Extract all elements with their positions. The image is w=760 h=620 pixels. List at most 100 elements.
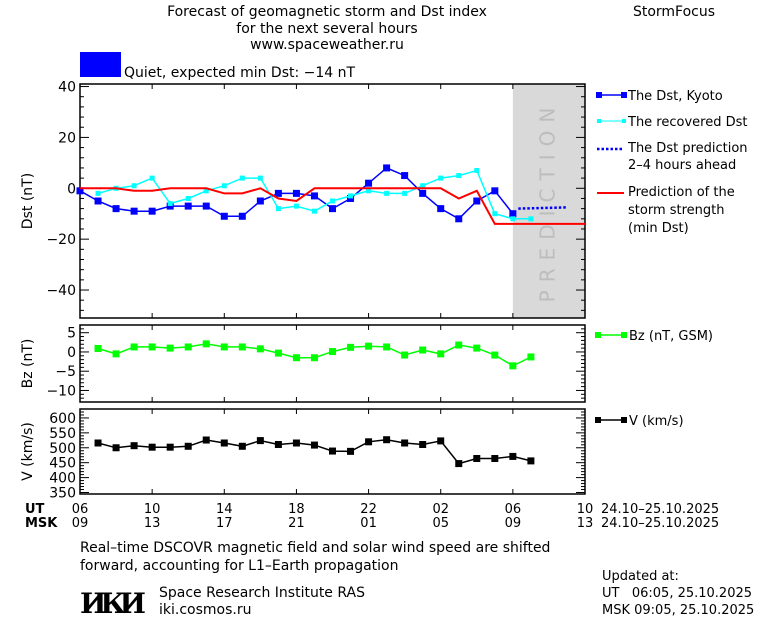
data-point	[509, 452, 517, 460]
brand-name: StormFocus	[633, 4, 715, 20]
data-point	[528, 216, 534, 222]
data-point	[256, 197, 264, 205]
ut-tick-label: 10	[577, 502, 594, 517]
ut-date-range: 24.10–25.10.2025	[601, 502, 719, 517]
data-point	[310, 354, 318, 362]
data-point	[274, 440, 282, 448]
data-point	[203, 188, 209, 194]
msk-date-range: 24.10–25.10.2025	[601, 516, 719, 531]
msk-label: MSK	[25, 516, 58, 531]
updated-ut: UT 06:05, 25.10.2025	[602, 586, 752, 601]
data-point	[491, 351, 499, 359]
data-point	[455, 215, 463, 223]
data-point	[202, 436, 210, 444]
data-point	[112, 350, 120, 358]
data-point	[95, 190, 101, 196]
data-point	[383, 164, 391, 172]
data-point	[220, 212, 228, 220]
legend-strength-label: Prediction of the	[628, 185, 735, 200]
y-tick-label: 400	[49, 471, 76, 487]
prediction-band	[512, 84, 585, 318]
data-point	[437, 350, 445, 358]
data-point	[202, 202, 210, 210]
legend-strength-label-2: storm strength	[628, 203, 725, 218]
series-line	[80, 187, 585, 225]
updated-msk: MSK 09:05, 25.10.2025	[602, 603, 754, 618]
data-point	[202, 340, 210, 348]
data-point	[401, 439, 409, 447]
updated-label: Updated at:	[602, 569, 679, 584]
data-point	[348, 193, 354, 199]
data-point	[238, 212, 246, 220]
data-point	[510, 216, 516, 222]
data-point	[293, 203, 299, 209]
data-point	[420, 183, 426, 189]
series-line	[518, 206, 568, 210]
legend-prediction-label: The Dst prediction	[627, 141, 748, 156]
legend-bz-marker	[595, 332, 601, 338]
data-point	[365, 179, 373, 187]
data-point	[347, 447, 355, 455]
data-point	[130, 442, 138, 450]
status-text: Quiet, expected min Dst: −14 nT	[124, 65, 356, 81]
iki-logo: ИКИ	[80, 587, 146, 620]
data-point	[473, 455, 481, 463]
ut-tick-label: 06	[505, 502, 522, 517]
y-tick-label: 20	[58, 130, 76, 146]
status-indicator	[80, 52, 121, 77]
y-tick-label: 5	[67, 326, 76, 342]
data-point	[130, 207, 138, 215]
msk-tick-label: 17	[216, 516, 233, 531]
data-point	[148, 443, 156, 451]
legend-v-marker	[595, 417, 601, 423]
chart-title: Forecast of geomagnetic storm and Dst in…	[167, 4, 487, 20]
data-point	[94, 439, 102, 447]
data-point	[184, 442, 192, 450]
data-point	[185, 195, 191, 201]
data-point	[166, 202, 174, 210]
data-point	[365, 342, 373, 350]
data-point	[238, 343, 246, 351]
data-point	[438, 175, 444, 181]
ut-label: UT	[25, 502, 45, 517]
data-point	[112, 444, 120, 452]
y-axis-label: Dst (nT)	[20, 173, 36, 229]
msk-tick-label: 05	[432, 516, 449, 531]
legend-bz-marker	[621, 332, 627, 338]
data-point	[329, 205, 336, 213]
data-point	[419, 346, 427, 354]
legend-recovered-marker	[622, 119, 626, 123]
data-point	[455, 460, 463, 468]
data-point	[383, 436, 391, 444]
y-tick-label: −40	[46, 283, 76, 299]
data-point	[256, 437, 264, 445]
data-point	[76, 187, 84, 195]
data-point	[455, 341, 463, 349]
data-point	[256, 345, 264, 353]
y-tick-label: 550	[49, 426, 76, 442]
data-point	[527, 457, 535, 465]
y-tick-label: 40	[58, 80, 76, 96]
msk-tick-label: 13	[577, 516, 594, 531]
data-point	[402, 190, 408, 196]
data-point	[384, 190, 390, 196]
data-point	[491, 455, 499, 463]
legend-dst-marker	[621, 92, 627, 98]
msk-tick-label: 13	[144, 516, 161, 531]
legend-v-label: V (km/s)	[629, 414, 684, 429]
chart-subtitle: for the next several hours	[236, 21, 417, 37]
data-point	[148, 207, 156, 215]
data-point	[166, 443, 174, 451]
footer-note: Real–time DSCOVR magnetic field and sola…	[80, 540, 550, 556]
data-point	[131, 183, 137, 189]
footer-note-2: forward, accounting for L1–Earth propaga…	[80, 558, 399, 574]
site-url[interactable]: www.spaceweather.ru	[250, 37, 404, 53]
legend-v-marker	[621, 417, 627, 423]
institute-url[interactable]: iki.cosmos.ru	[159, 602, 251, 618]
data-point	[149, 175, 155, 181]
data-point	[94, 197, 102, 205]
data-point	[257, 175, 263, 181]
data-point	[310, 441, 318, 449]
data-point	[330, 198, 335, 204]
data-point	[347, 194, 355, 202]
